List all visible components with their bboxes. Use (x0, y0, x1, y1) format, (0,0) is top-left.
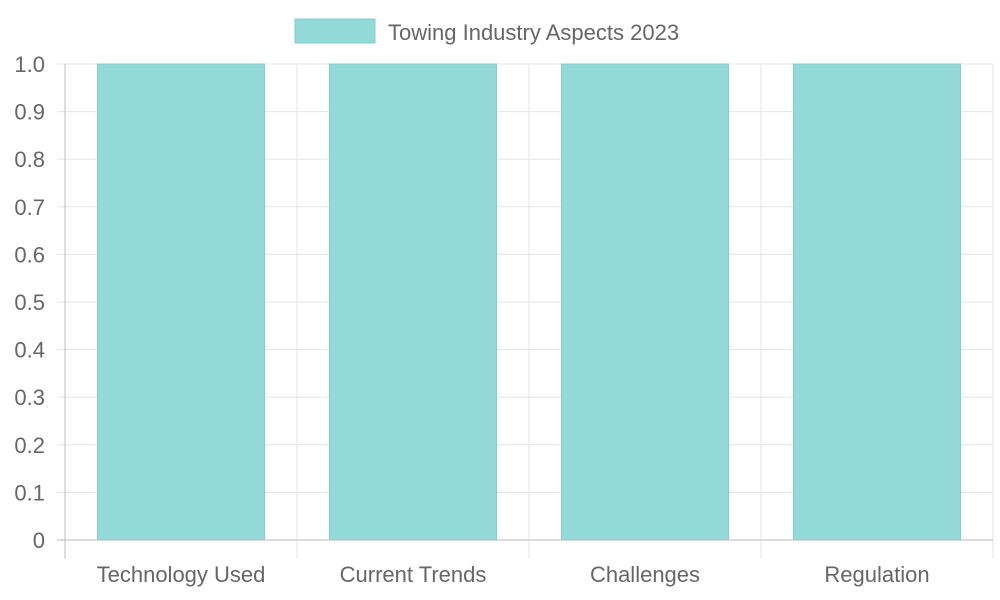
legend-swatch (294, 18, 376, 44)
y-tick-label: 0.5 (14, 290, 45, 315)
x-tick-label: Current Trends (340, 562, 487, 587)
legend-label: Towing Industry Aspects 2023 (388, 20, 679, 45)
y-tick-label: 0 (33, 528, 45, 553)
y-tick-label: 0.8 (14, 147, 45, 172)
y-tick-label: 0.4 (14, 338, 45, 363)
bar[interactable] (328, 63, 498, 541)
y-tick-label: 0.9 (14, 100, 45, 125)
x-axis-tick-labels: Technology Used Current Trends Challenges R… (97, 562, 930, 587)
legend[interactable]: Towing Industry Aspects 2023 (294, 18, 679, 45)
y-tick-label: 0.2 (14, 433, 45, 458)
bars (96, 63, 962, 541)
bar[interactable] (96, 63, 266, 541)
y-tick-label: 0.7 (14, 195, 45, 220)
y-tick-label: 1.0 (14, 52, 45, 77)
x-tick-label: Regulation (824, 562, 929, 587)
bar[interactable] (792, 63, 962, 541)
y-tick-label: 0.1 (14, 480, 45, 505)
y-axis-tick-labels: 0 0.1 0.2 0.3 0.4 0.5 0.6 0.7 0.8 0.9 1.0 (14, 52, 45, 553)
bar[interactable] (560, 63, 730, 541)
y-tick-label: 0.6 (14, 242, 45, 267)
x-tick-label: Technology Used (97, 562, 266, 587)
y-tick-label: 0.3 (14, 385, 45, 410)
x-tick-label: Challenges (590, 562, 700, 587)
axes (57, 63, 993, 559)
